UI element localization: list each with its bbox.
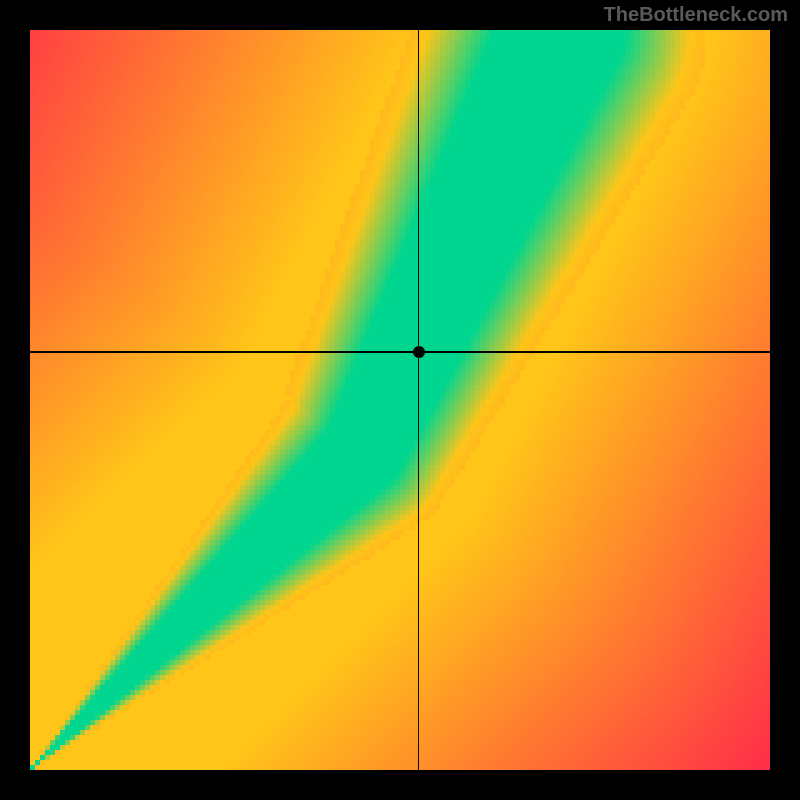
- marker-dot: [413, 346, 425, 358]
- watermark-text: TheBottleneck.com: [604, 4, 788, 27]
- chart-container: TheBottleneck.com: [0, 0, 800, 800]
- crosshair-horizontal: [30, 351, 770, 353]
- crosshair-vertical: [418, 30, 420, 770]
- bottleneck-heatmap: [30, 30, 770, 770]
